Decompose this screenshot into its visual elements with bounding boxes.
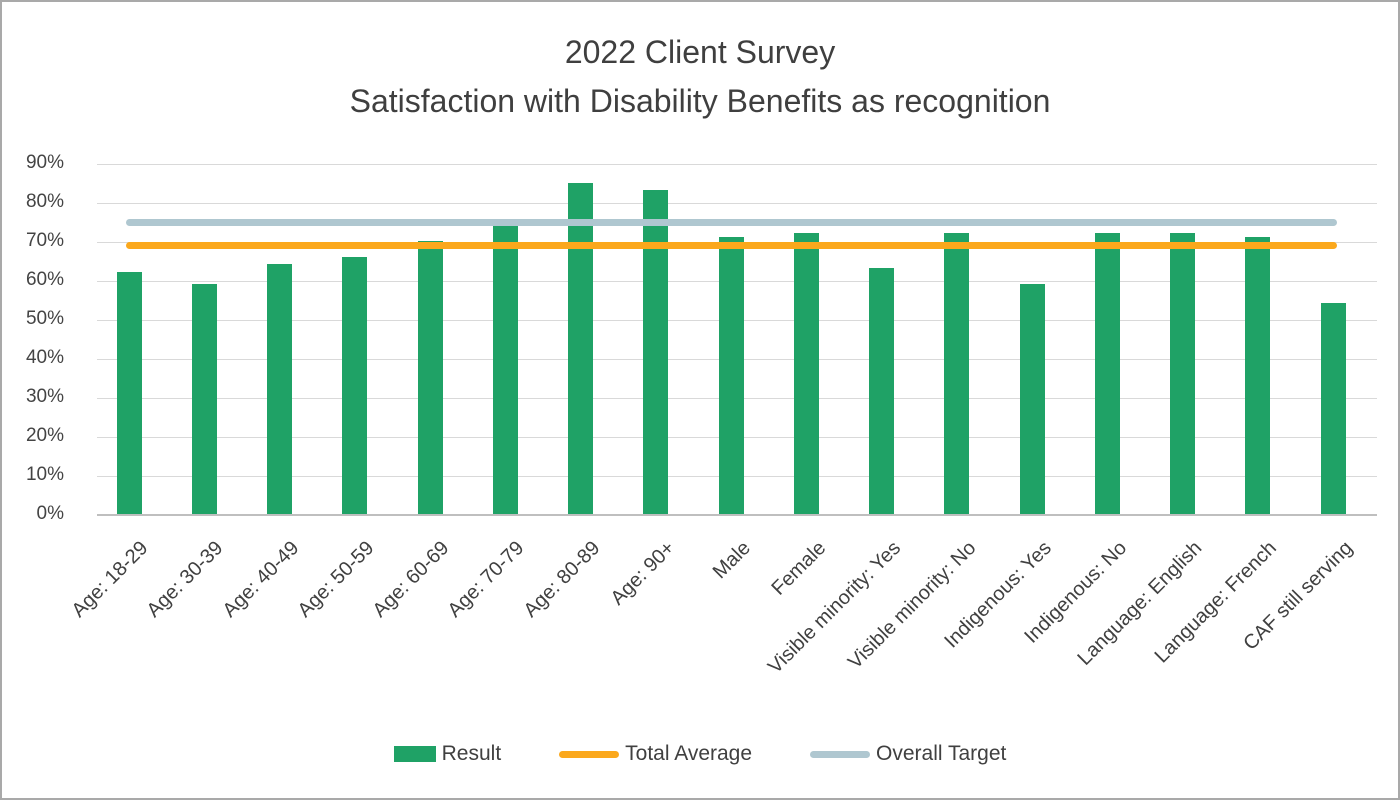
x-axis-label-age-50-59: Age: 50-59 (293, 537, 379, 622)
legend-item-total-average: Total Average (559, 742, 752, 766)
x-axis-label-age-90-: Age: 90+ (606, 537, 680, 610)
x-axis-label-age-80-89: Age: 80-89 (519, 537, 605, 622)
legend-label: Total Average (625, 742, 753, 765)
x-axis-label-language-english: Language: English (1073, 537, 1207, 670)
legend-item-overall-target: Overall Target (810, 742, 1006, 766)
chart-title-line2: Satisfaction with Disability Benefits as… (349, 83, 1051, 119)
legend-swatch-overall-target (810, 750, 871, 758)
x-axis-label-age-18-29: Age: 18-29 (67, 537, 153, 622)
legend-label: Result (441, 742, 502, 765)
y-axis-tick-label: 60% (25, 269, 64, 290)
result-bar-age-70-79 (492, 225, 518, 514)
result-bar-visible-minority-yes (869, 268, 894, 514)
result-bar-age-50-59 (342, 256, 368, 514)
x-axis-label-age-70-79: Age: 70-79 (444, 537, 529, 622)
y-axis-tick-label: 90% (25, 152, 64, 173)
y-axis-tick-label: 0% (36, 503, 64, 524)
legend-label: Overall Target (876, 742, 1007, 765)
overall-target-line (125, 219, 1337, 226)
result-bar-age-90- (643, 190, 669, 514)
result-bar-male (718, 237, 744, 514)
result-bar-language-english (1170, 233, 1195, 514)
y-axis-tick-label: 20% (25, 425, 64, 446)
legend-swatch-result (393, 746, 436, 762)
y-axis-tick-label: 10% (25, 464, 64, 485)
x-axis-label-male: Male (708, 537, 755, 584)
gridline-90 (97, 163, 1377, 165)
result-bar-age-18-29 (116, 272, 142, 514)
gridline-80 (97, 202, 1377, 204)
result-bar-caf-still-serving (1320, 303, 1346, 514)
y-axis-tick-label: 50% (25, 308, 64, 329)
x-axis-labels: Age: 18-29 Age: 30-39 Age: 40-49 Age: 50-59… (68, 515, 1377, 735)
result-bar-age-80-89 (568, 182, 593, 514)
legend-item-result: Result (393, 742, 502, 766)
x-axis-label-age-40-49: Age: 40-49 (218, 537, 304, 622)
chart-title: 2022 Client Survey Satisfaction with Dis… (2, 28, 1398, 126)
result-bar-visible-minority-no (944, 233, 970, 514)
result-bar-age-40-49 (267, 264, 292, 514)
result-bar-female (793, 233, 819, 514)
x-axis-label-age-30-39: Age: 30-39 (143, 537, 228, 622)
x-axis-label-visible-minority-yes: Visible minority: Yes (763, 537, 906, 679)
legend: Result Total Average Overall Target (2, 742, 1398, 766)
y-axis-tick-label: 80% (25, 191, 64, 212)
result-bar-age-60-69 (417, 241, 443, 514)
y-axis-tick-label: 40% (25, 347, 64, 368)
total-average-line (125, 242, 1337, 250)
x-axis-label-visible-minority-no: Visible minority: No (843, 537, 981, 674)
result-bar-language-french (1245, 237, 1271, 514)
y-axis-tick-label: 30% (25, 386, 64, 407)
result-bar-indigenous-yes (1019, 283, 1045, 514)
x-axis-label-female: Female (767, 537, 830, 600)
chart-title-line1: 2022 Client Survey (564, 34, 836, 70)
plot-area: 0% 10% 20% 30% 40% 50% 60% 70% 80% 90% (26, 152, 1377, 524)
legend-swatch-total-average (559, 750, 620, 758)
result-bar-indigenous-no (1094, 233, 1120, 514)
y-axis-tick-label: 70% (25, 230, 64, 251)
x-axis-label-age-60-69: Age: 60-69 (368, 537, 454, 622)
x-axis-line (97, 514, 1377, 516)
result-bar-age-30-39 (191, 283, 217, 514)
